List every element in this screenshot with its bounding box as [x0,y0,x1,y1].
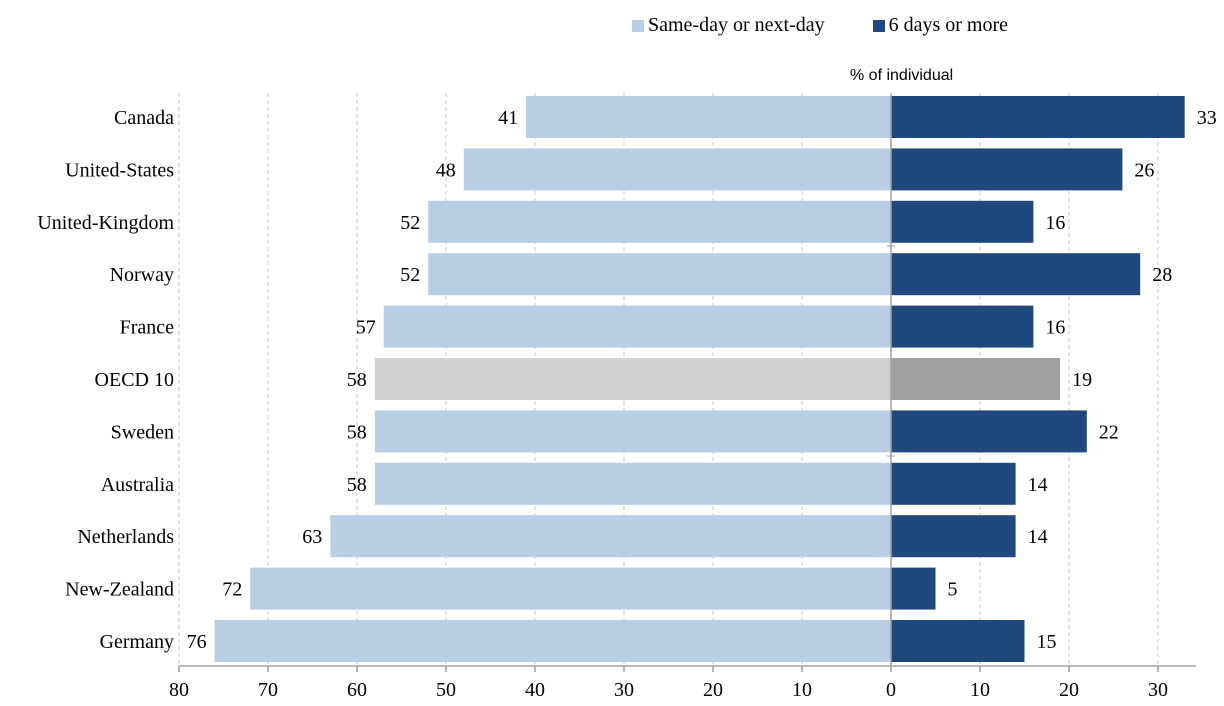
data-label-same-day: 41 [498,107,518,129]
x-tick-label: 10 [970,679,990,701]
bar-six-days [891,515,1016,558]
x-tick-label: 0 [886,679,896,701]
x-tick-label: 30 [614,679,634,701]
bar-six-days [891,358,1061,400]
data-label-six-days: 22 [1099,421,1119,443]
bar-same-day [526,96,891,138]
bar-same-day [428,200,891,243]
legend: Same-day or next-day 6 days or more [632,14,1008,37]
bar-six-days [891,200,1034,243]
category-label: United-Kingdom [37,212,174,234]
category-label: United-States [65,159,174,181]
bar-same-day [383,305,891,348]
data-label-six-days: 14 [1028,474,1048,496]
data-label-same-day: 48 [436,159,456,181]
x-tick-label: 80 [169,679,189,701]
bar-same-day [374,462,891,505]
data-label-six-days: 15 [1037,631,1057,653]
x-tick-label: 50 [436,679,456,701]
x-tick-label: 20 [703,679,723,701]
bar-six-days [891,462,1016,505]
category-label: France [120,317,175,339]
data-label-same-day: 58 [347,474,367,496]
bar-six-days [891,148,1123,191]
category-label: Netherlands [77,526,174,548]
bar-same-day [214,620,892,662]
x-tick-label: 20 [1059,679,1079,701]
data-label-same-day: 52 [400,212,420,234]
data-label-same-day: 76 [187,631,207,653]
data-label-six-days: 16 [1045,212,1065,234]
bar-six-days [891,620,1025,662]
x-tick-label: 30 [1148,679,1168,701]
legend-swatch-six-days [872,19,885,32]
data-label-six-days: 28 [1152,264,1172,286]
unit-label: % of individual [850,67,954,84]
data-label-six-days: 19 [1072,369,1092,391]
bar-same-day [428,253,891,296]
bar-same-day [374,358,891,400]
x-tick-label: 40 [525,679,545,701]
bar-six-days [891,96,1185,138]
data-label-six-days: 14 [1028,526,1048,548]
legend-label-same-day: Same-day or next-day [648,14,825,36]
data-label-six-days: 16 [1045,317,1065,339]
data-label-same-day: 58 [347,369,367,391]
data-label-same-day: 58 [347,421,367,443]
data-label-same-day: 72 [222,579,242,601]
category-label: Germany [100,631,174,653]
category-label: Australia [101,474,174,496]
bar-same-day [463,148,891,191]
bar-six-days [891,567,936,610]
category-label: Norway [110,264,174,286]
bar-same-day [374,410,891,453]
category-label: OECD 10 [95,369,174,391]
bar-six-days [891,305,1034,348]
legend-label-six-days: 6 days or more [888,14,1009,36]
bar-six-days [891,410,1087,453]
legend-item-six-days: 6 days or more [872,14,1009,37]
legend-swatch-same-day [632,19,644,32]
category-label: Sweden [111,421,174,443]
x-tick-label: 60 [347,679,367,701]
bar-same-day [330,515,891,558]
bar-same-day [250,567,891,610]
data-label-six-days: 33 [1197,107,1217,129]
data-label-six-days: 26 [1134,159,1154,181]
category-label: Canada [114,107,174,129]
data-label-six-days: 5 [948,579,958,601]
x-tick-label: 10 [792,679,812,701]
data-label-same-day: 63 [302,526,322,548]
category-label: New-Zealand [65,579,174,601]
data-label-same-day: 57 [356,317,376,339]
bar-six-days [891,253,1141,296]
data-label-same-day: 52 [400,264,420,286]
x-tick-label: 70 [258,679,278,701]
legend-item-same-day: Same-day or next-day [632,14,825,37]
